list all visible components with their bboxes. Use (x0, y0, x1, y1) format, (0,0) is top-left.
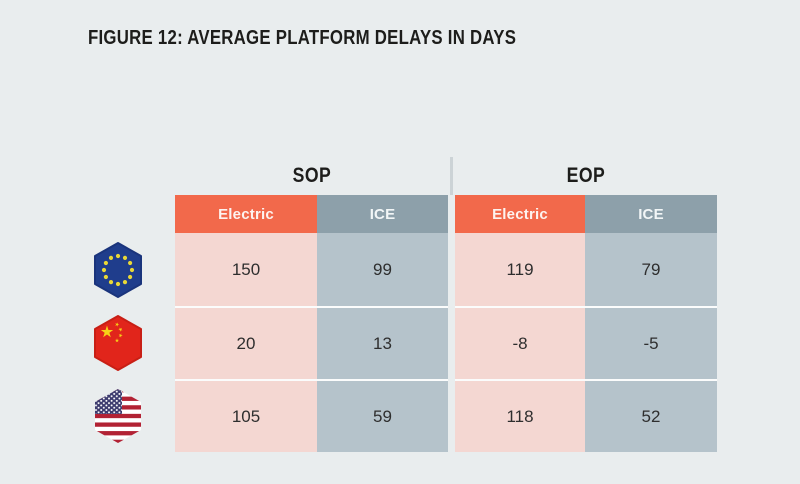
china-flag-icon (94, 315, 142, 371)
group-header-row: SOP EOP (175, 157, 717, 195)
cell-eu-sop-ice: 99 (317, 233, 448, 306)
group-header-eop: EOP (566, 164, 606, 187)
figure-title-text: FIGURE 12: AVERAGE PLATFORM DELAYS IN DA… (88, 27, 517, 49)
group-divider-line (448, 157, 455, 195)
cell-eu-eop-ice: 79 (585, 233, 717, 306)
group-gap (448, 306, 455, 379)
group-gap (448, 195, 455, 233)
table-row-china: 20 13 -8 -5 (175, 306, 717, 379)
column-header-row: Electric ICE Electric ICE (175, 195, 717, 233)
cell-china-eop-ice: -5 (585, 306, 717, 379)
figure-title: FIGURE 12: AVERAGE PLATFORM DELAYS IN DA… (88, 27, 598, 50)
column-header-eop-electric: Electric (455, 195, 585, 233)
column-header-sop-electric: Electric (175, 195, 317, 233)
table-row-usa: 105 59 118 52 (175, 379, 717, 452)
column-header-sop-ice: ICE (317, 195, 448, 233)
cell-china-sop-ice: 13 (317, 306, 448, 379)
table-row-eu: 150 99 119 79 (175, 233, 717, 306)
cell-china-eop-electric: -8 (455, 306, 585, 379)
group-header-sop: SOP (292, 164, 331, 187)
figure-table: SOP EOP Electric ICE Electric ICE 150 99… (175, 157, 717, 452)
usa-flag-icon (95, 389, 141, 443)
cell-usa-eop-ice: 52 (585, 379, 717, 452)
column-header-eop-ice: ICE (585, 195, 717, 233)
eu-flag-icon (94, 242, 142, 298)
group-gap (448, 233, 455, 306)
cell-usa-sop-ice: 59 (317, 379, 448, 452)
cell-eu-eop-electric: 119 (455, 233, 585, 306)
cell-usa-eop-electric: 118 (455, 379, 585, 452)
cell-usa-sop-electric: 105 (175, 379, 317, 452)
group-gap (448, 379, 455, 452)
cell-china-sop-electric: 20 (175, 306, 317, 379)
cell-eu-sop-electric: 150 (175, 233, 317, 306)
